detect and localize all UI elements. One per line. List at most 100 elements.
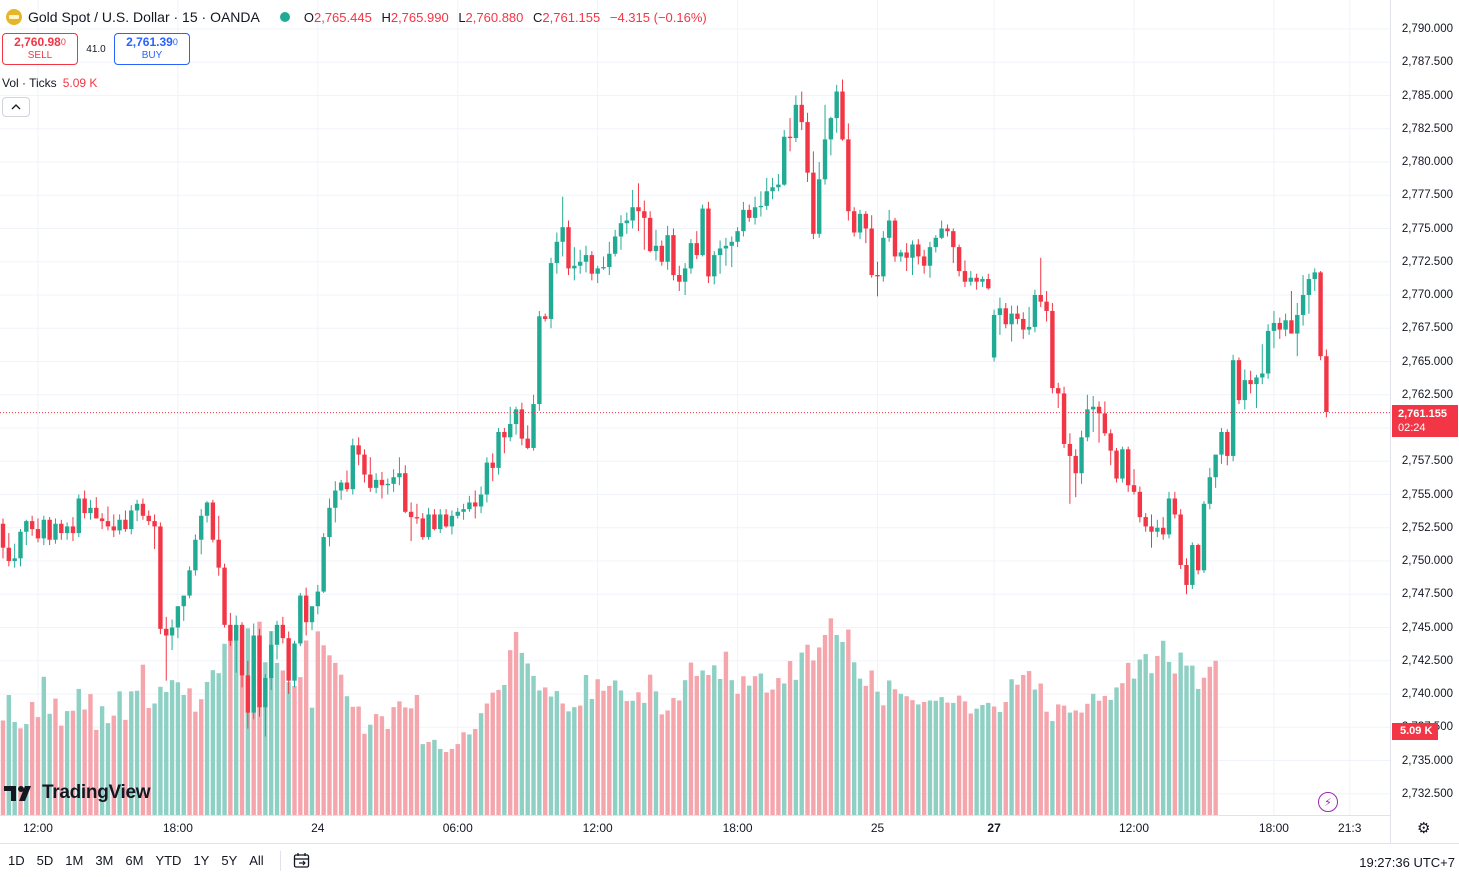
price-tick-label: 2,732.500 (1401, 787, 1453, 800)
volume-bar (350, 706, 355, 815)
volume-bar (1160, 640, 1166, 815)
volume-bar (1056, 704, 1061, 815)
volume-bar (933, 700, 938, 815)
range-button-3m[interactable]: 3M (95, 853, 114, 868)
volume-bar (397, 701, 402, 815)
volume-bar (426, 741, 431, 815)
candle-body (840, 91, 845, 140)
candle-body (1207, 477, 1213, 504)
candle-body (764, 191, 769, 206)
volume-bar (1131, 678, 1137, 815)
volume-bar (1108, 699, 1113, 815)
volume-bar (583, 675, 589, 815)
candle-body (64, 526, 70, 534)
buy-button[interactable]: 2,761.390 BUY (114, 33, 190, 65)
gear-icon[interactable]: ⚙ (1417, 820, 1431, 837)
volume-bar (35, 717, 41, 815)
price-tick-label: 2,752.500 (1401, 521, 1453, 534)
candle-body (35, 529, 41, 539)
sell-button[interactable]: 2,760.980 SELL (2, 33, 78, 65)
volume-bar (840, 641, 845, 815)
candle-body (1015, 313, 1020, 319)
volume-bar (1137, 659, 1143, 815)
volume-bar (169, 680, 175, 815)
calendar-goto-icon[interactable] (293, 852, 311, 869)
candle-body (438, 514, 443, 530)
volume-bar (64, 711, 70, 815)
candle-body (70, 526, 76, 534)
candle-body (193, 539, 198, 571)
candle-body (863, 213, 869, 229)
candle-body (577, 261, 583, 266)
volume-bar (368, 724, 373, 815)
candle-body (1213, 454, 1218, 478)
volume-bar (70, 710, 76, 815)
tradingview-watermark[interactable]: TradingView (4, 782, 151, 804)
symbol-title[interactable]: Gold Spot / U.S. Dollar · 15 · OANDA (28, 9, 260, 25)
volume-bar (327, 655, 332, 815)
volume-bar (24, 724, 29, 815)
time-tick-label: 12:00 (22, 821, 53, 835)
candle-body (6, 547, 12, 561)
candle-body (1324, 356, 1329, 413)
candle-body (1061, 393, 1067, 444)
volume-bar (1050, 721, 1055, 815)
candle-body (951, 231, 956, 248)
volume-bar (438, 748, 443, 815)
candle-body (29, 521, 35, 530)
collapse-legend-button[interactable] (2, 97, 30, 117)
range-button-all[interactable]: All (249, 853, 264, 868)
price-tick-label: 2,785.000 (1401, 89, 1453, 102)
volume-bar (187, 688, 192, 815)
volume-bar (158, 686, 163, 815)
range-button-1m[interactable]: 1M (65, 853, 84, 868)
range-button-6m[interactable]: 6M (125, 853, 144, 868)
timezone-clock[interactable]: 19:27:36 UTC+7 (1359, 855, 1455, 870)
volume-bar (0, 720, 6, 815)
price-tick-label: 2,742.500 (1401, 654, 1453, 667)
volume-bar (496, 689, 501, 815)
candle-body (41, 519, 47, 539)
volume-bar (449, 748, 455, 815)
candle-body (659, 245, 664, 262)
volume-legend[interactable]: Vol · Ticks 5.09 K (2, 76, 97, 90)
volume-bar (1178, 652, 1183, 815)
volume-bar (951, 702, 956, 815)
candle-body (18, 531, 23, 559)
volume-bar (292, 685, 297, 815)
volume-bar (134, 690, 140, 815)
candle-body (117, 519, 122, 531)
candle-body (473, 502, 478, 507)
candle-body (1026, 326, 1032, 330)
candle-body (508, 424, 513, 438)
volume-bar (1009, 679, 1014, 815)
time-tick-label: 25 (870, 821, 885, 835)
candle-body (799, 104, 804, 123)
candle-body (158, 526, 163, 629)
candle-body (968, 277, 973, 282)
trade-panel: 2,760.980 SELL 41.0 2,761.390 BUY (2, 33, 190, 65)
candle-body (834, 91, 839, 119)
tradingview-logo-icon (4, 786, 31, 801)
candle-body (706, 208, 711, 277)
volume-bar (700, 670, 705, 815)
lightning-icon[interactable]: ⚡ (1318, 792, 1338, 812)
range-button-ytd[interactable]: YTD (155, 853, 182, 868)
candle-body (525, 438, 530, 448)
range-button-5y[interactable]: 5Y (221, 853, 238, 868)
range-button-1d[interactable]: 1D (8, 853, 25, 868)
candle-body (1085, 409, 1090, 438)
candle-body (1236, 360, 1242, 401)
candle-body (129, 510, 134, 530)
candle-body (280, 624, 286, 639)
range-button-1y[interactable]: 1Y (193, 853, 210, 868)
range-button-5d[interactable]: 5D (36, 853, 54, 868)
candle-body (461, 509, 466, 512)
volume-legend-value: 5.09 K (62, 76, 98, 90)
volume-bar (123, 719, 128, 815)
candle-body (630, 207, 635, 221)
volume-bar (682, 680, 688, 815)
candle-body (257, 635, 262, 708)
candle-body (589, 255, 595, 274)
